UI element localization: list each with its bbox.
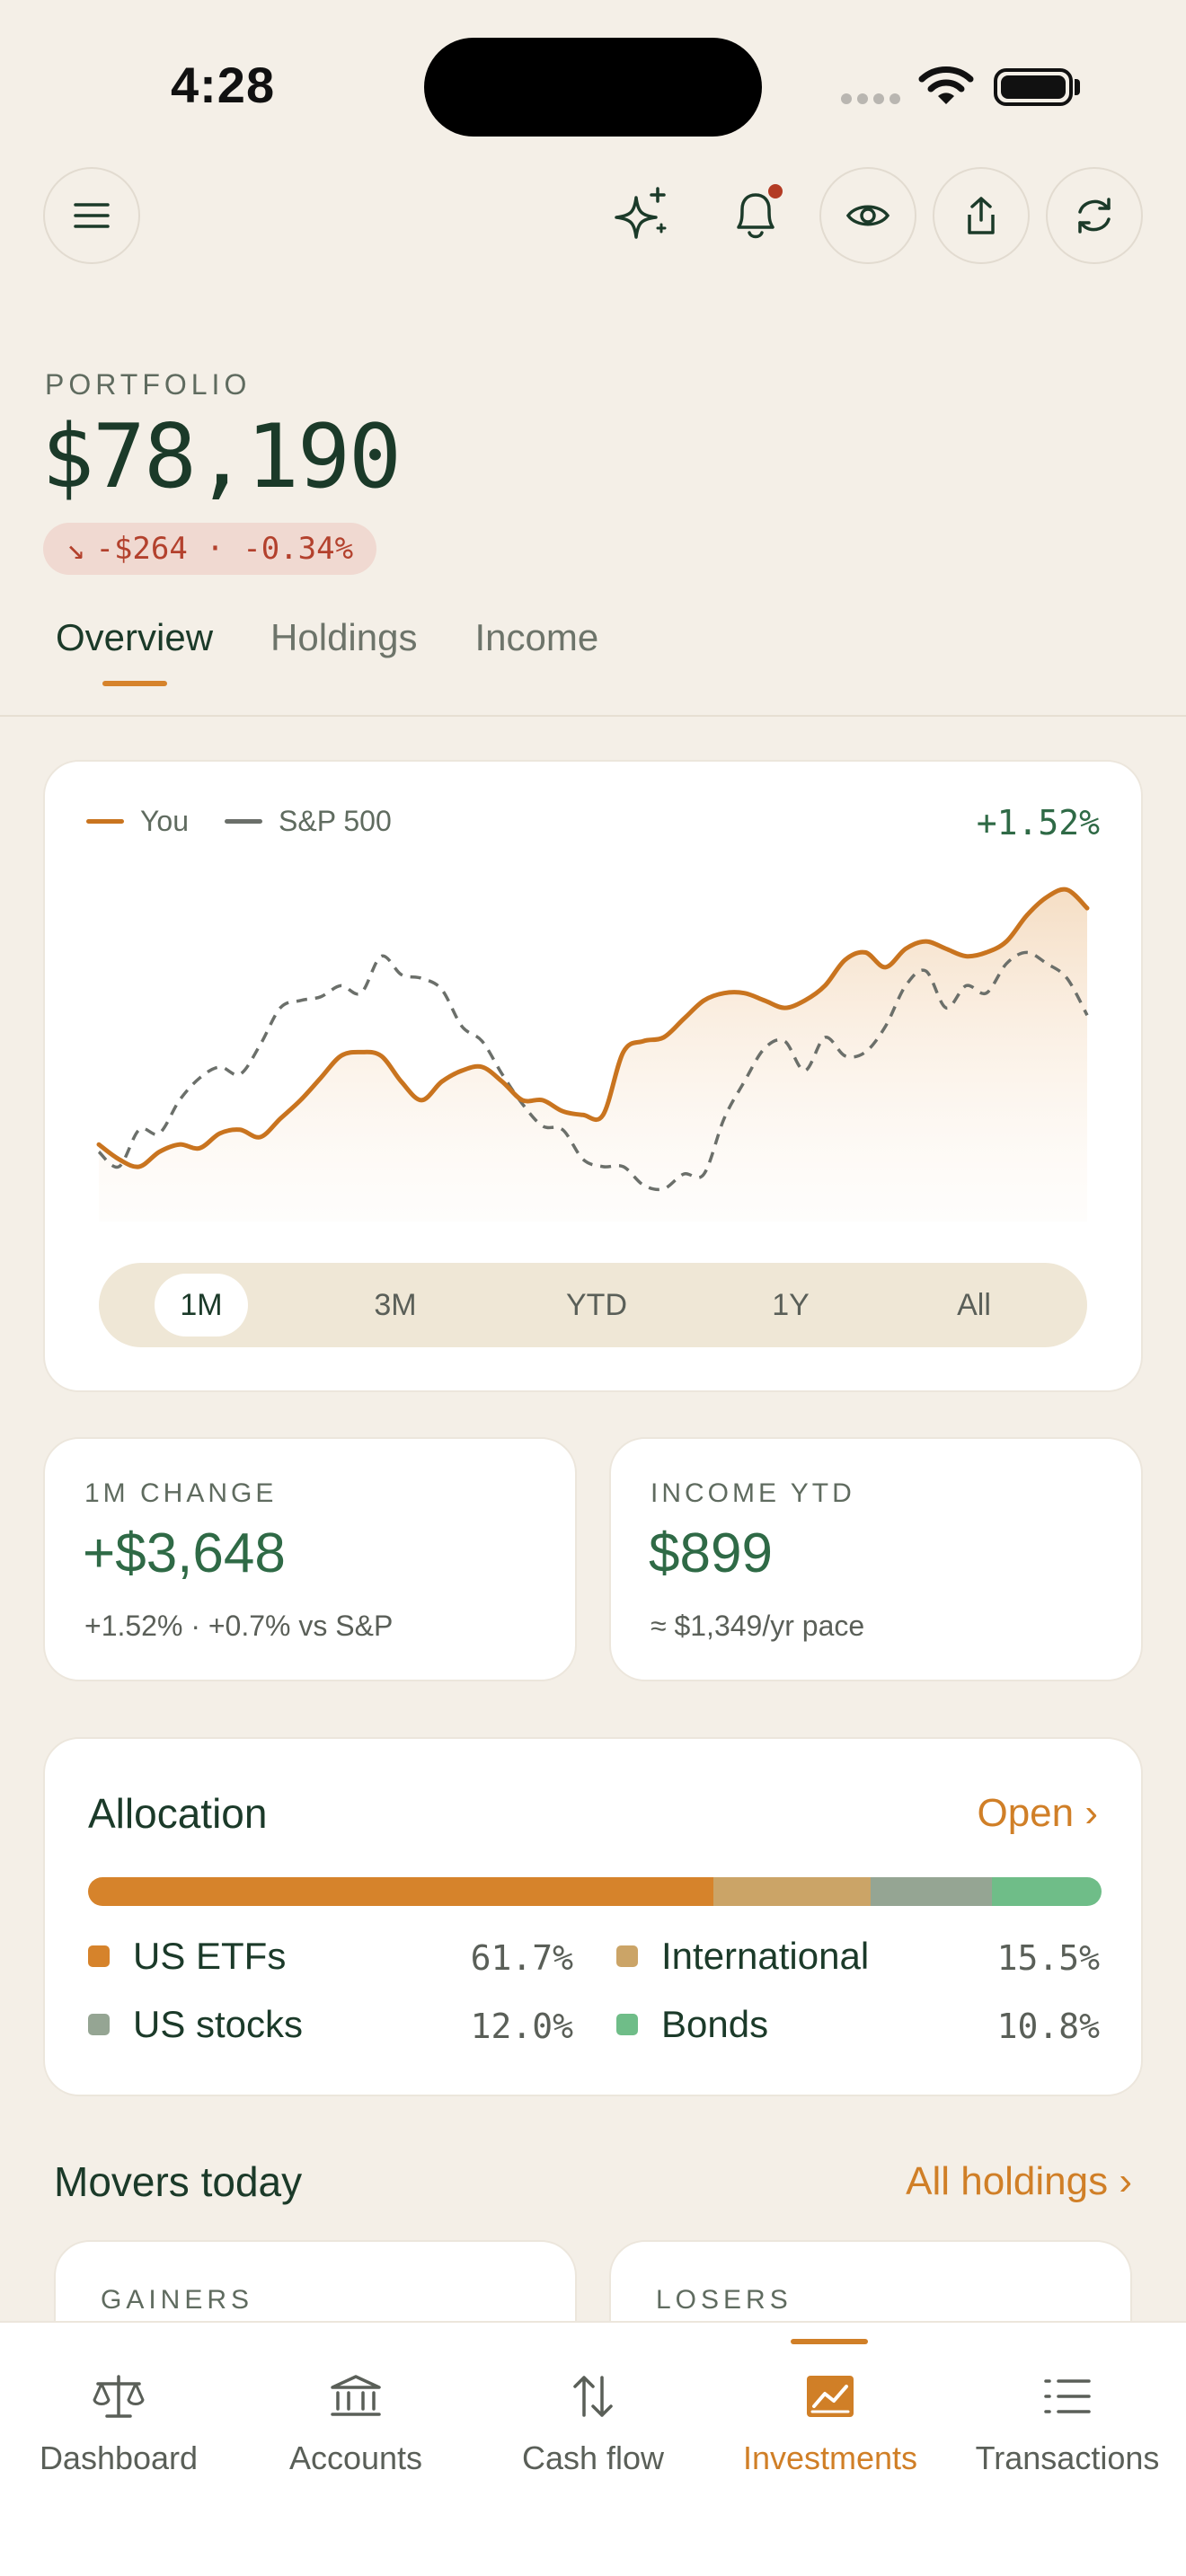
series-line-you [96,887,1090,1169]
nav-label: Investments [742,2439,918,2476]
eye-icon [845,205,890,226]
bottom-navigation: Dashboard Accounts Cash flow Invest [0,2321,1186,2576]
scale-icon [93,2375,145,2418]
cellular-signal-icon [841,93,900,104]
tabs-divider [0,715,1186,717]
nav-accounts[interactable]: Accounts [237,2323,474,2502]
notifications-button[interactable] [715,174,796,255]
allocation-bar [88,1877,1102,1906]
nav-transactions[interactable]: Transactions [949,2323,1186,2502]
legend-you-swatch [86,819,124,824]
allocation-item: US stocks [88,2003,303,2046]
gainers-label: GAINERS [101,2285,254,2315]
chart-return: +1.52% [976,803,1100,842]
portfolio-value: $78,190 [41,406,402,508]
tab-holdings[interactable]: Holdings [270,616,418,658]
section-tabs: Overview Holdings Income [27,616,627,679]
stat-label: 1M CHANGE [84,1478,278,1508]
movers-title: Movers today [54,2158,303,2205]
performance-chart[interactable] [90,862,1096,1239]
list-icon [1044,2379,1091,2413]
swatch [88,2014,110,2035]
chart-legend: You S&P 500 [86,805,392,838]
losers-label: LOSERS [656,2285,792,2315]
range-1m[interactable]: 1M [155,1274,248,1337]
sparkle-icon [615,187,667,239]
notification-badge [766,181,785,201]
allocation-segment [870,1877,993,1906]
allocation-item-label: US stocks [133,2003,304,2045]
nav-label: Cash flow [521,2439,665,2476]
swatch [616,1945,638,1967]
tab-overview[interactable]: Overview [27,616,242,679]
chart-icon [807,2376,854,2417]
allocation-segment [88,1877,713,1906]
nav-label: Dashboard [39,2439,199,2476]
nav-cash-flow[interactable]: Cash flow [474,2323,712,2502]
allocation-item-pct: 12.0% [470,2007,573,2046]
status-time: 4:28 [171,57,276,113]
menu-button[interactable] [43,167,140,264]
stat-subtext: +1.52% · +0.7% vs S&P [84,1610,394,1642]
ai-assistant-button[interactable] [602,174,683,255]
nav-label: Transactions [975,2439,1160,2476]
swatch [88,1945,110,1967]
income-ytd-card[interactable]: INCOME YTD $899 ≈ $1,349/yr pace [609,1437,1143,1681]
bank-icon [331,2375,381,2416]
allocation-item-pct: 61.7% [470,1938,573,1978]
range-all[interactable]: All [957,1287,991,1322]
portfolio-change-badge: ↘ -$264 · -0.34% [43,523,377,575]
refresh-button[interactable] [1046,167,1143,264]
nav-investments[interactable]: Investments [712,2323,949,2502]
allocation-item-label: US ETFs [133,1935,287,1977]
allocation-item: International [616,1935,869,1978]
menu-icon [74,203,110,228]
swatch [616,2014,638,2035]
range-ytd[interactable]: YTD [566,1287,627,1322]
range-3m[interactable]: 3M [374,1287,417,1322]
allocation-item-label: International [661,1935,870,1977]
all-holdings-link[interactable]: All holdings › [906,2159,1132,2203]
dynamic-island [424,38,762,137]
portfolio-label: PORTFOLIO [45,368,252,401]
allocation-item-label: Bonds [661,2003,769,2045]
stat-value: +$3,648 [83,1522,286,1584]
legend-benchmark-label: S&P 500 [279,805,392,837]
series-line-sp500 [97,950,1089,1192]
legend-benchmark-swatch [225,819,262,824]
allocation-title: Allocation [88,1790,268,1837]
stat-value: $899 [649,1522,773,1584]
allocation-segment [712,1877,871,1906]
share-button[interactable] [933,167,1030,264]
allocation-item-pct: 15.5% [996,1938,1100,1978]
legend-you-label: You [140,805,189,837]
bell-icon [737,193,774,239]
allocation-item-pct: 10.8% [996,2007,1100,2046]
time-range-selector: 1M 3M YTD 1Y All [99,1263,1087,1347]
arrows-up-down-icon [573,2376,613,2417]
nav-label: Accounts [288,2439,423,2476]
trend-down-icon: ↘ [66,531,85,567]
stat-subtext: ≈ $1,349/yr pace [651,1610,865,1642]
wifi-icon [918,65,974,110]
refresh-icon [1078,198,1111,234]
portfolio-change-text: -$264 · -0.34% [95,531,354,567]
allocation-card: Allocation Open › US ETFs 61.7% Internat… [43,1737,1143,2096]
monthly-change-card[interactable]: 1M CHANGE +$3,648 +1.52% · +0.7% vs S&P [43,1437,577,1681]
you-area-fill [99,889,1087,1222]
allocation-open-link[interactable]: Open › [977,1791,1098,1835]
battery-cap [1075,79,1080,95]
active-tab-indicator [791,2339,868,2344]
hide-values-button[interactable] [819,167,916,264]
allocation-item: Bonds [616,2003,768,2046]
range-1y[interactable]: 1Y [772,1287,810,1322]
share-icon [968,197,995,234]
allocation-segment [992,1877,1102,1906]
tab-income[interactable]: Income [474,616,599,658]
allocation-item: US ETFs [88,1935,286,1978]
nav-dashboard[interactable]: Dashboard [0,2323,237,2502]
battery-icon [994,68,1073,106]
stat-label: INCOME YTD [651,1478,855,1508]
